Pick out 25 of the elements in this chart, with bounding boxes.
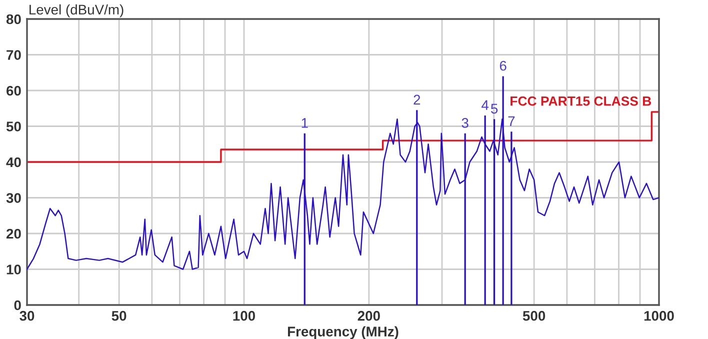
annotation: 4	[482, 100, 489, 110]
y-axis-title: Level (dBuV/m)	[30, 4, 124, 18]
y-tick-label: 0	[14, 300, 21, 310]
y-tick-label: 50	[6, 122, 21, 132]
y-tick-label: 60	[6, 86, 21, 96]
x-tick-label: 200	[358, 310, 380, 321]
x-tick-label: 1000	[644, 310, 674, 321]
annotation: 5	[490, 104, 498, 114]
x-tick-label: 50	[112, 310, 126, 321]
annotation: 3	[462, 118, 468, 128]
y-tick-label: 40	[6, 157, 21, 168]
x-tick-label: 100	[233, 310, 256, 321]
x-tick-label: 30	[20, 310, 34, 321]
annotation: 1	[302, 118, 308, 128]
annotation: 6	[500, 60, 506, 71]
y-tick-label: 10	[6, 264, 21, 274]
y-tick-label: 30	[6, 193, 21, 203]
x-axis-title: Frequency (MHz)	[288, 326, 398, 339]
annotation: 7	[508, 116, 515, 126]
annotation: 2	[414, 94, 420, 105]
y-tick-label: 70	[6, 50, 21, 60]
series-label: FCC PART15 CLASS B	[510, 96, 652, 106]
x-tick-label: 500	[522, 310, 546, 321]
y-tick-label: 20	[6, 228, 21, 239]
y-tick-label: 80	[6, 14, 21, 24]
